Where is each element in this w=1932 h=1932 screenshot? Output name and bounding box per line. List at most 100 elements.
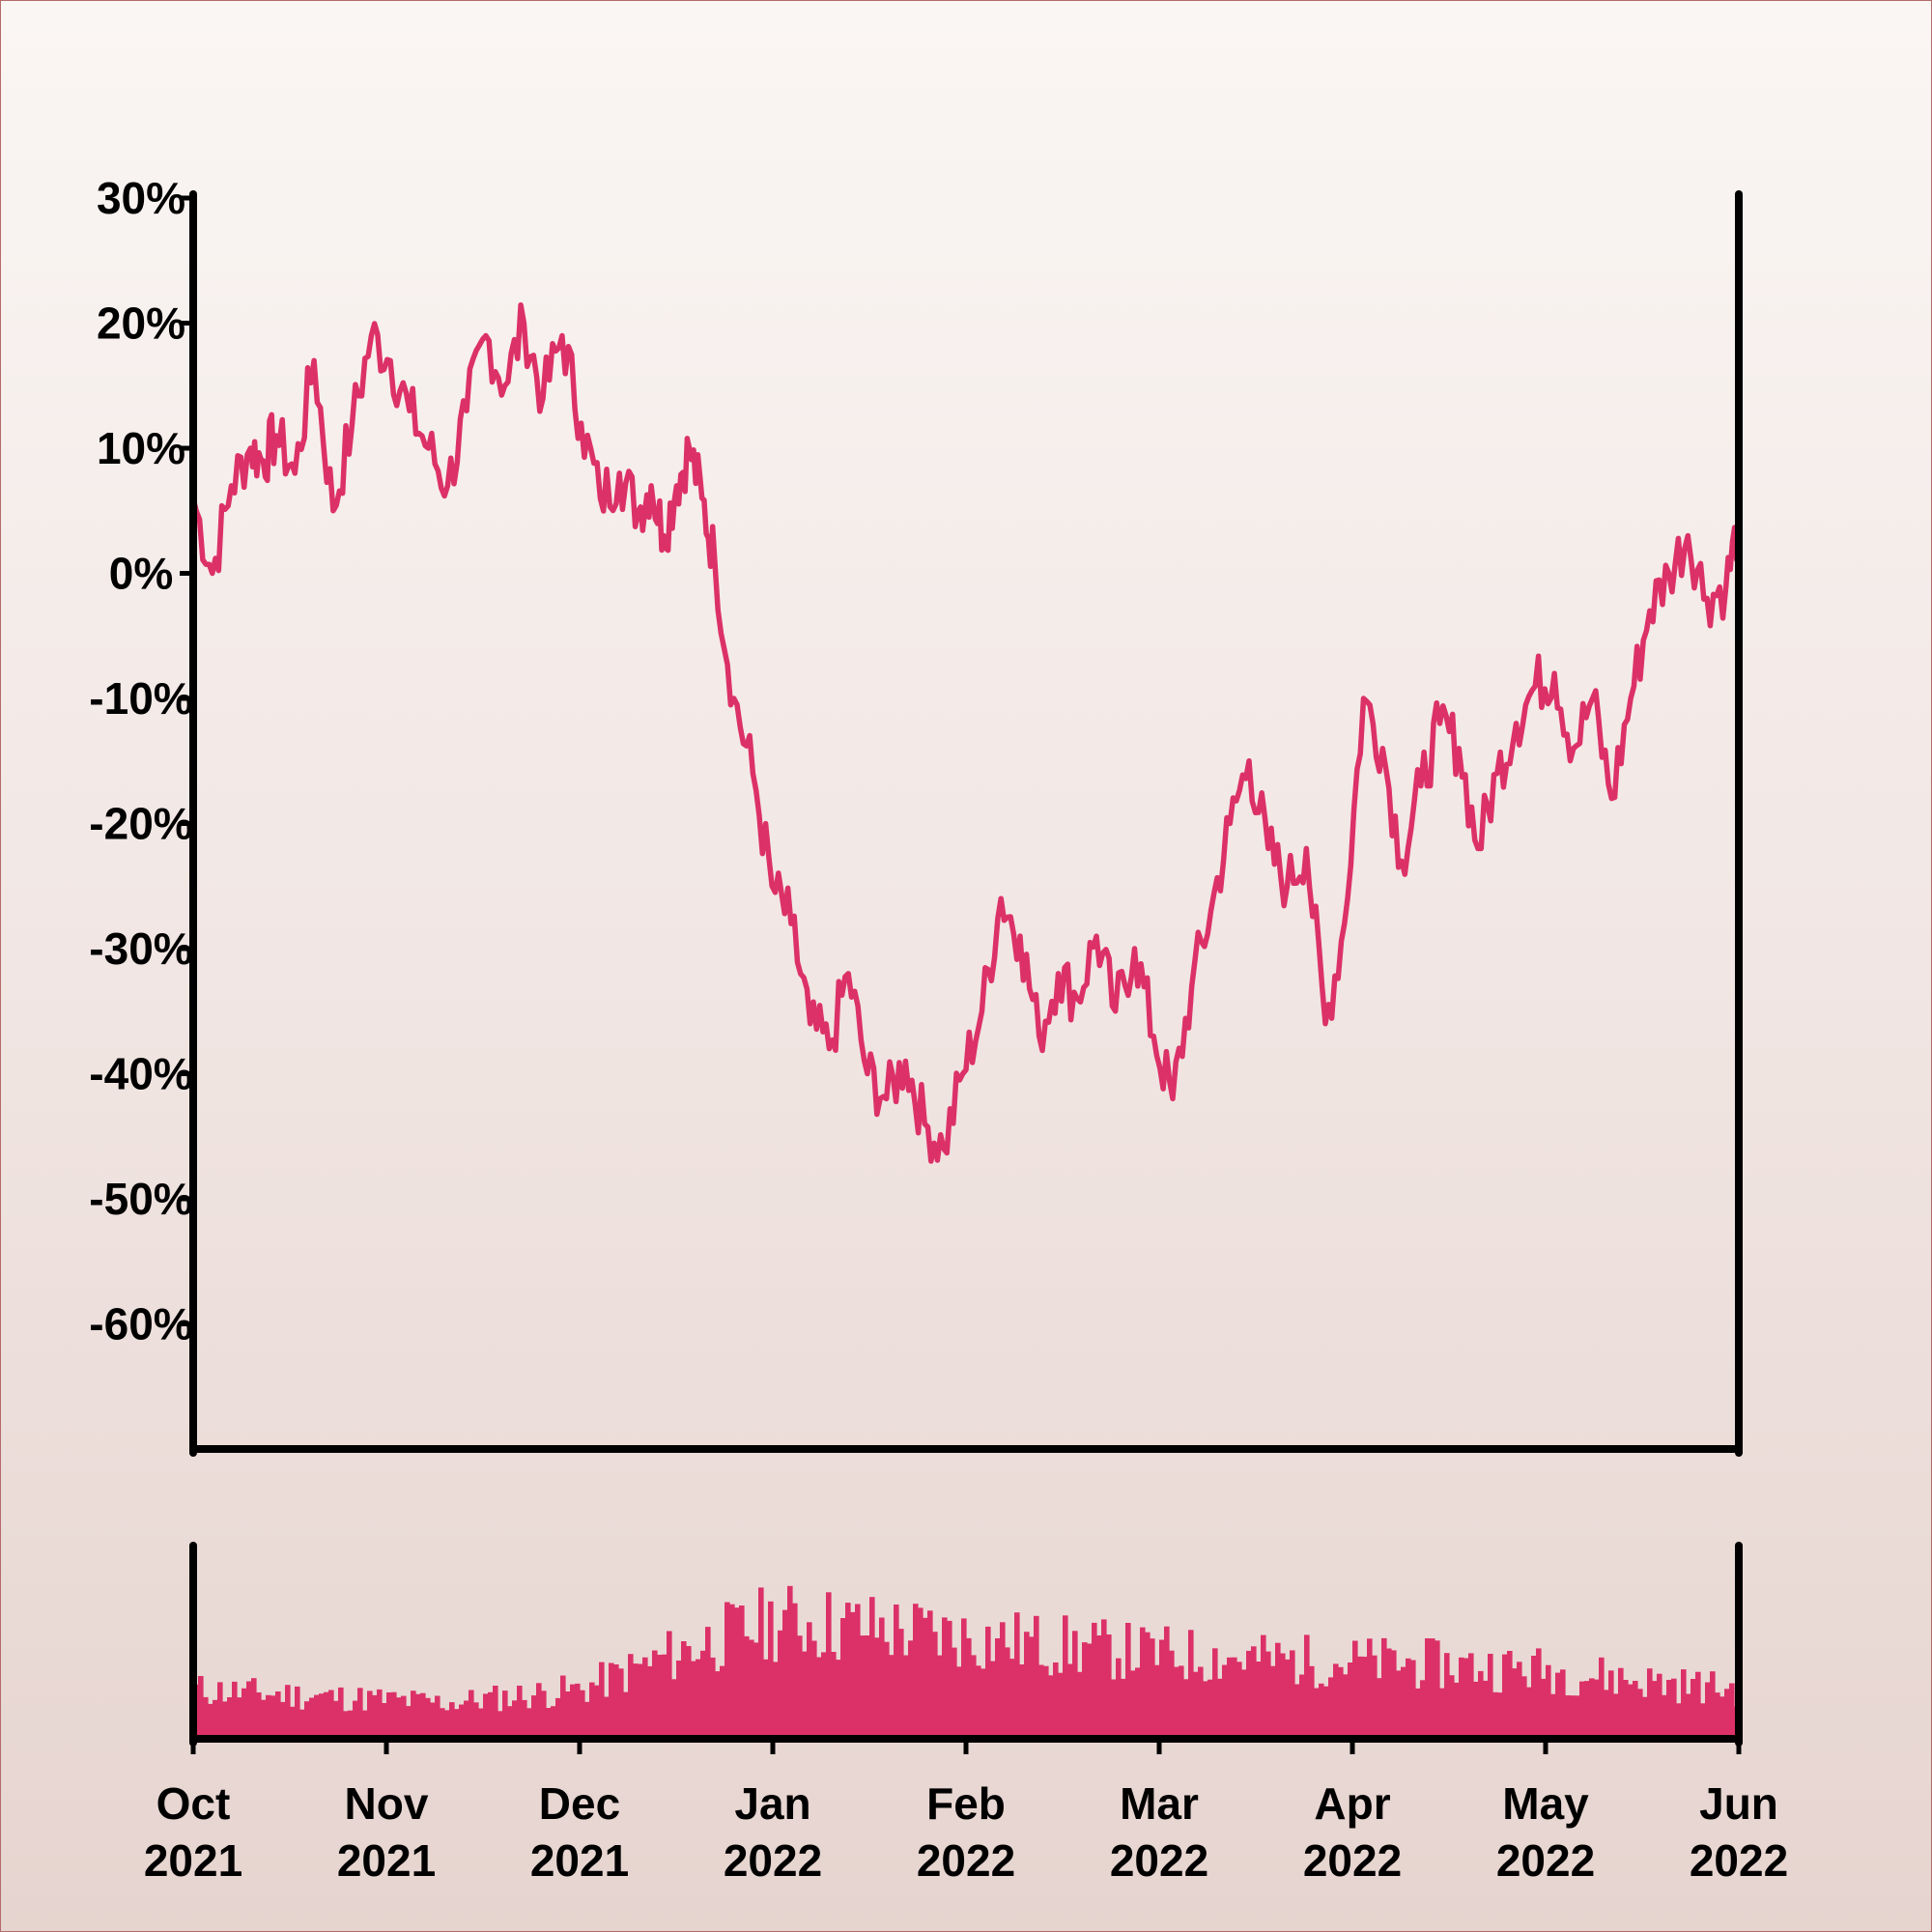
volume-bar (821, 1652, 827, 1739)
volume-bar (894, 1605, 899, 1739)
volume-bar (517, 1686, 523, 1739)
volume-bar (942, 1617, 948, 1739)
volume-bar (560, 1675, 566, 1739)
volume-bar (502, 1690, 508, 1739)
volume-bar (1174, 1666, 1179, 1739)
volume-bar (425, 1697, 431, 1739)
volume-bar (1584, 1681, 1590, 1739)
volume-bar (1319, 1683, 1324, 1739)
volume-bar (444, 1710, 450, 1739)
volume-bar (1536, 1648, 1542, 1739)
volume-bar (850, 1611, 856, 1739)
volume-bar (1604, 1690, 1609, 1739)
volume-bar (1024, 1632, 1030, 1739)
y-tick-label: -20% (89, 799, 192, 849)
volume-bar (1304, 1634, 1310, 1739)
volume-bar (507, 1706, 513, 1739)
x-tick-year: 2022 (1690, 1835, 1788, 1886)
volume-bar (1227, 1657, 1233, 1739)
volume-bar (1608, 1670, 1614, 1739)
volume-bar (865, 1635, 870, 1739)
volume-bar (266, 1694, 271, 1739)
volume-bar (1275, 1642, 1281, 1739)
volume-bar (811, 1640, 817, 1739)
volume-bar (575, 1683, 581, 1739)
x-tick-month: Dec (539, 1778, 620, 1829)
volume-bar (1212, 1648, 1218, 1739)
volume-bar (1067, 1663, 1073, 1739)
y-tick-label: 20% (97, 298, 185, 349)
volume-bar (256, 1692, 262, 1739)
volume-bar (1517, 1662, 1522, 1739)
volume-bar (541, 1690, 547, 1739)
volume-bar (1038, 1664, 1044, 1739)
volume-bar (1420, 1680, 1426, 1739)
volume-bar (589, 1682, 595, 1739)
x-tick-year: 2022 (1110, 1835, 1208, 1886)
volume-bar (855, 1604, 861, 1739)
volume-bar (609, 1662, 614, 1739)
volume-bar (198, 1676, 204, 1739)
volume-bar (401, 1695, 407, 1739)
volume-bar (512, 1700, 518, 1739)
volume-bar (1290, 1650, 1295, 1739)
volume-bar (391, 1691, 397, 1739)
volume-bar (536, 1683, 542, 1739)
volume-bar (932, 1632, 938, 1739)
volume-bar (966, 1637, 972, 1739)
x-tick-month: Mar (1120, 1778, 1199, 1829)
volume-bar (889, 1655, 895, 1739)
volume-bar (744, 1635, 750, 1739)
volume-bar (217, 1682, 223, 1739)
volume-bar (1565, 1695, 1571, 1739)
volume-bar (1415, 1688, 1421, 1739)
volume-bar (493, 1686, 498, 1739)
volume-bar (469, 1690, 474, 1739)
volume-bar (1637, 1689, 1643, 1739)
volume-bar (753, 1642, 759, 1739)
volume-bar (338, 1687, 344, 1739)
volume-bar (1150, 1638, 1155, 1739)
volume-bar (420, 1692, 426, 1739)
volume-bar (232, 1681, 238, 1739)
volume-bar (1053, 1662, 1059, 1739)
volume-bar (1014, 1612, 1020, 1739)
volume-bar (1198, 1666, 1204, 1739)
volume-bar (705, 1627, 711, 1739)
volume-bar (787, 1585, 793, 1739)
volume-bar (1208, 1679, 1213, 1739)
volume-bar (357, 1688, 363, 1739)
volume-bar (280, 1701, 286, 1739)
volume-bar (700, 1650, 706, 1739)
volume-bar (845, 1603, 851, 1739)
volume-bar (1507, 1651, 1513, 1739)
volume-bar (638, 1663, 643, 1739)
volume-bar (1623, 1680, 1629, 1739)
volume-bar (1521, 1676, 1527, 1739)
volume-bar (1483, 1680, 1489, 1739)
volume-bar (1111, 1679, 1117, 1739)
volume-bar (652, 1650, 658, 1739)
volume-bar (261, 1699, 267, 1739)
volume-bar (840, 1618, 846, 1739)
volume-bar (1531, 1656, 1537, 1739)
volume-bar (304, 1701, 310, 1739)
x-tick-month: Apr (1314, 1778, 1390, 1829)
volume-bar (1029, 1636, 1035, 1739)
volume-bar (1082, 1642, 1088, 1739)
volume-bar (1473, 1681, 1479, 1739)
volume-bar (396, 1697, 402, 1739)
volume-bar (213, 1699, 218, 1739)
volume-bar (739, 1605, 745, 1739)
volume-bar (995, 1638, 1001, 1739)
volume-bar (623, 1691, 629, 1739)
y-tick-label: -30% (89, 923, 192, 974)
volume-bar (526, 1708, 532, 1739)
volume-bar (1391, 1650, 1397, 1739)
volume-bar (976, 1665, 981, 1739)
volume-bar (1299, 1674, 1305, 1739)
volume-bar (1169, 1650, 1175, 1739)
volume-bar (1058, 1672, 1064, 1739)
volume-bar (372, 1694, 378, 1739)
